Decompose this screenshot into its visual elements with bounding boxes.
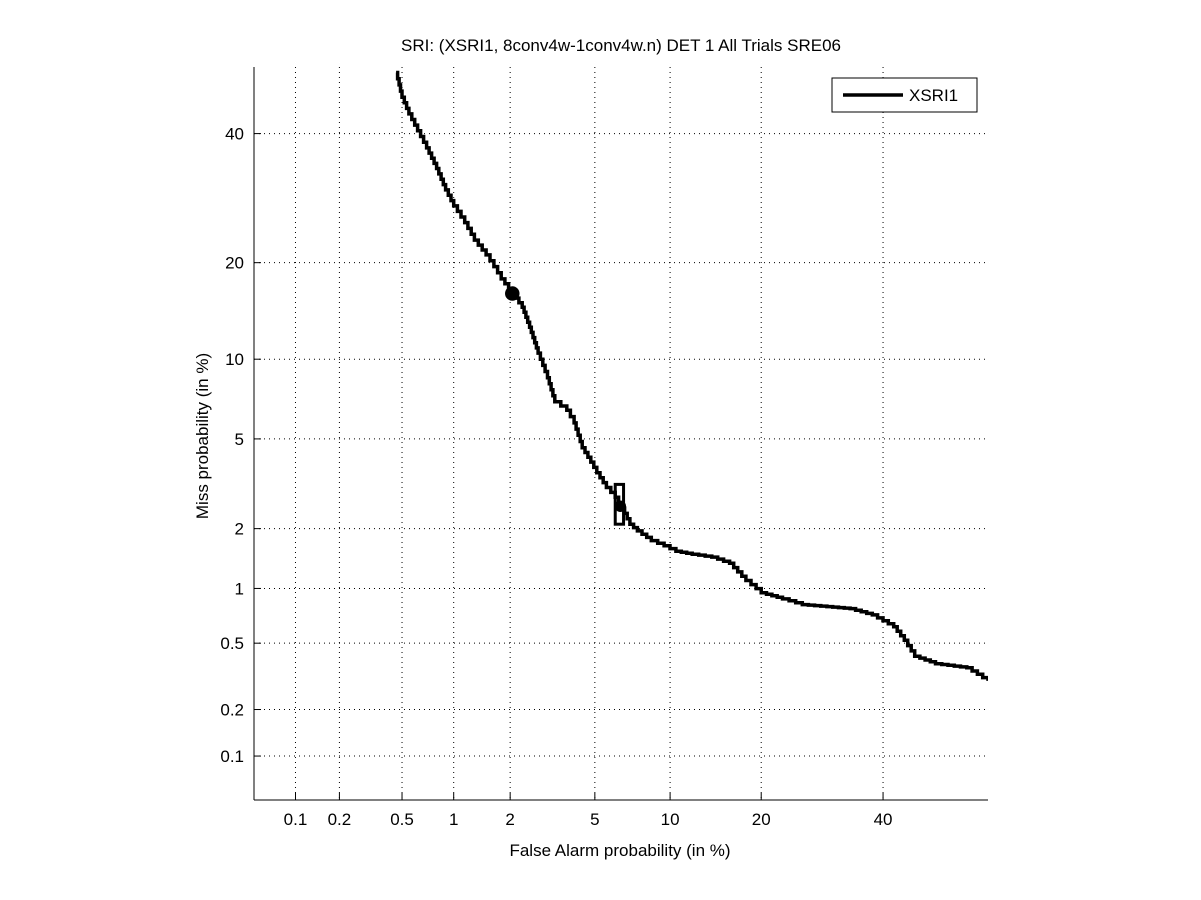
legend-label-xsri1: XSRI1 [909,86,958,105]
y-tick-label: 0.5 [220,634,244,653]
x-axis-label: False Alarm probability (in %) [509,841,730,860]
x-tick-label: 5 [590,810,599,829]
grid [254,67,988,800]
circle-marker [505,286,520,301]
series-line-xsri1 [395,70,988,681]
ticks [254,133,884,800]
marker-layer [505,286,627,526]
y-tick-label: 20 [225,254,244,273]
x-tick-label: 20 [752,810,771,829]
y-tick-label: 0.2 [220,701,244,720]
y-tick-label: 40 [225,125,244,144]
axes [253,67,988,801]
series-layer [395,70,988,681]
x-tick-label: 0.5 [390,810,414,829]
x-tick-label: 0.2 [328,810,352,829]
y-tick-labels: 0.1 0.2 0.5 1 2 5 10 20 40 [220,125,244,766]
y-tick-label: 0.1 [220,747,244,766]
y-tick-label: 5 [235,430,244,449]
box-center-dot [614,500,627,512]
x-tick-label: 2 [505,810,514,829]
y-tick-label: 1 [235,579,244,598]
y-tick-label: 2 [235,520,244,539]
legend: XSRI1 [831,77,978,113]
y-tick-label: 10 [225,350,244,369]
x-tick-label: 1 [449,810,458,829]
x-tick-label: 40 [874,810,893,829]
x-tick-labels: 0.1 0.2 0.5 1 2 5 10 20 40 [284,810,893,829]
x-tick-label: 10 [661,810,680,829]
y-axis-label: Miss probability (in %) [193,353,212,519]
chart-title: SRI: (XSRI1, 8conv4w-1conv4w.n) DET 1 Al… [401,36,841,55]
x-tick-label: 0.1 [284,810,308,829]
